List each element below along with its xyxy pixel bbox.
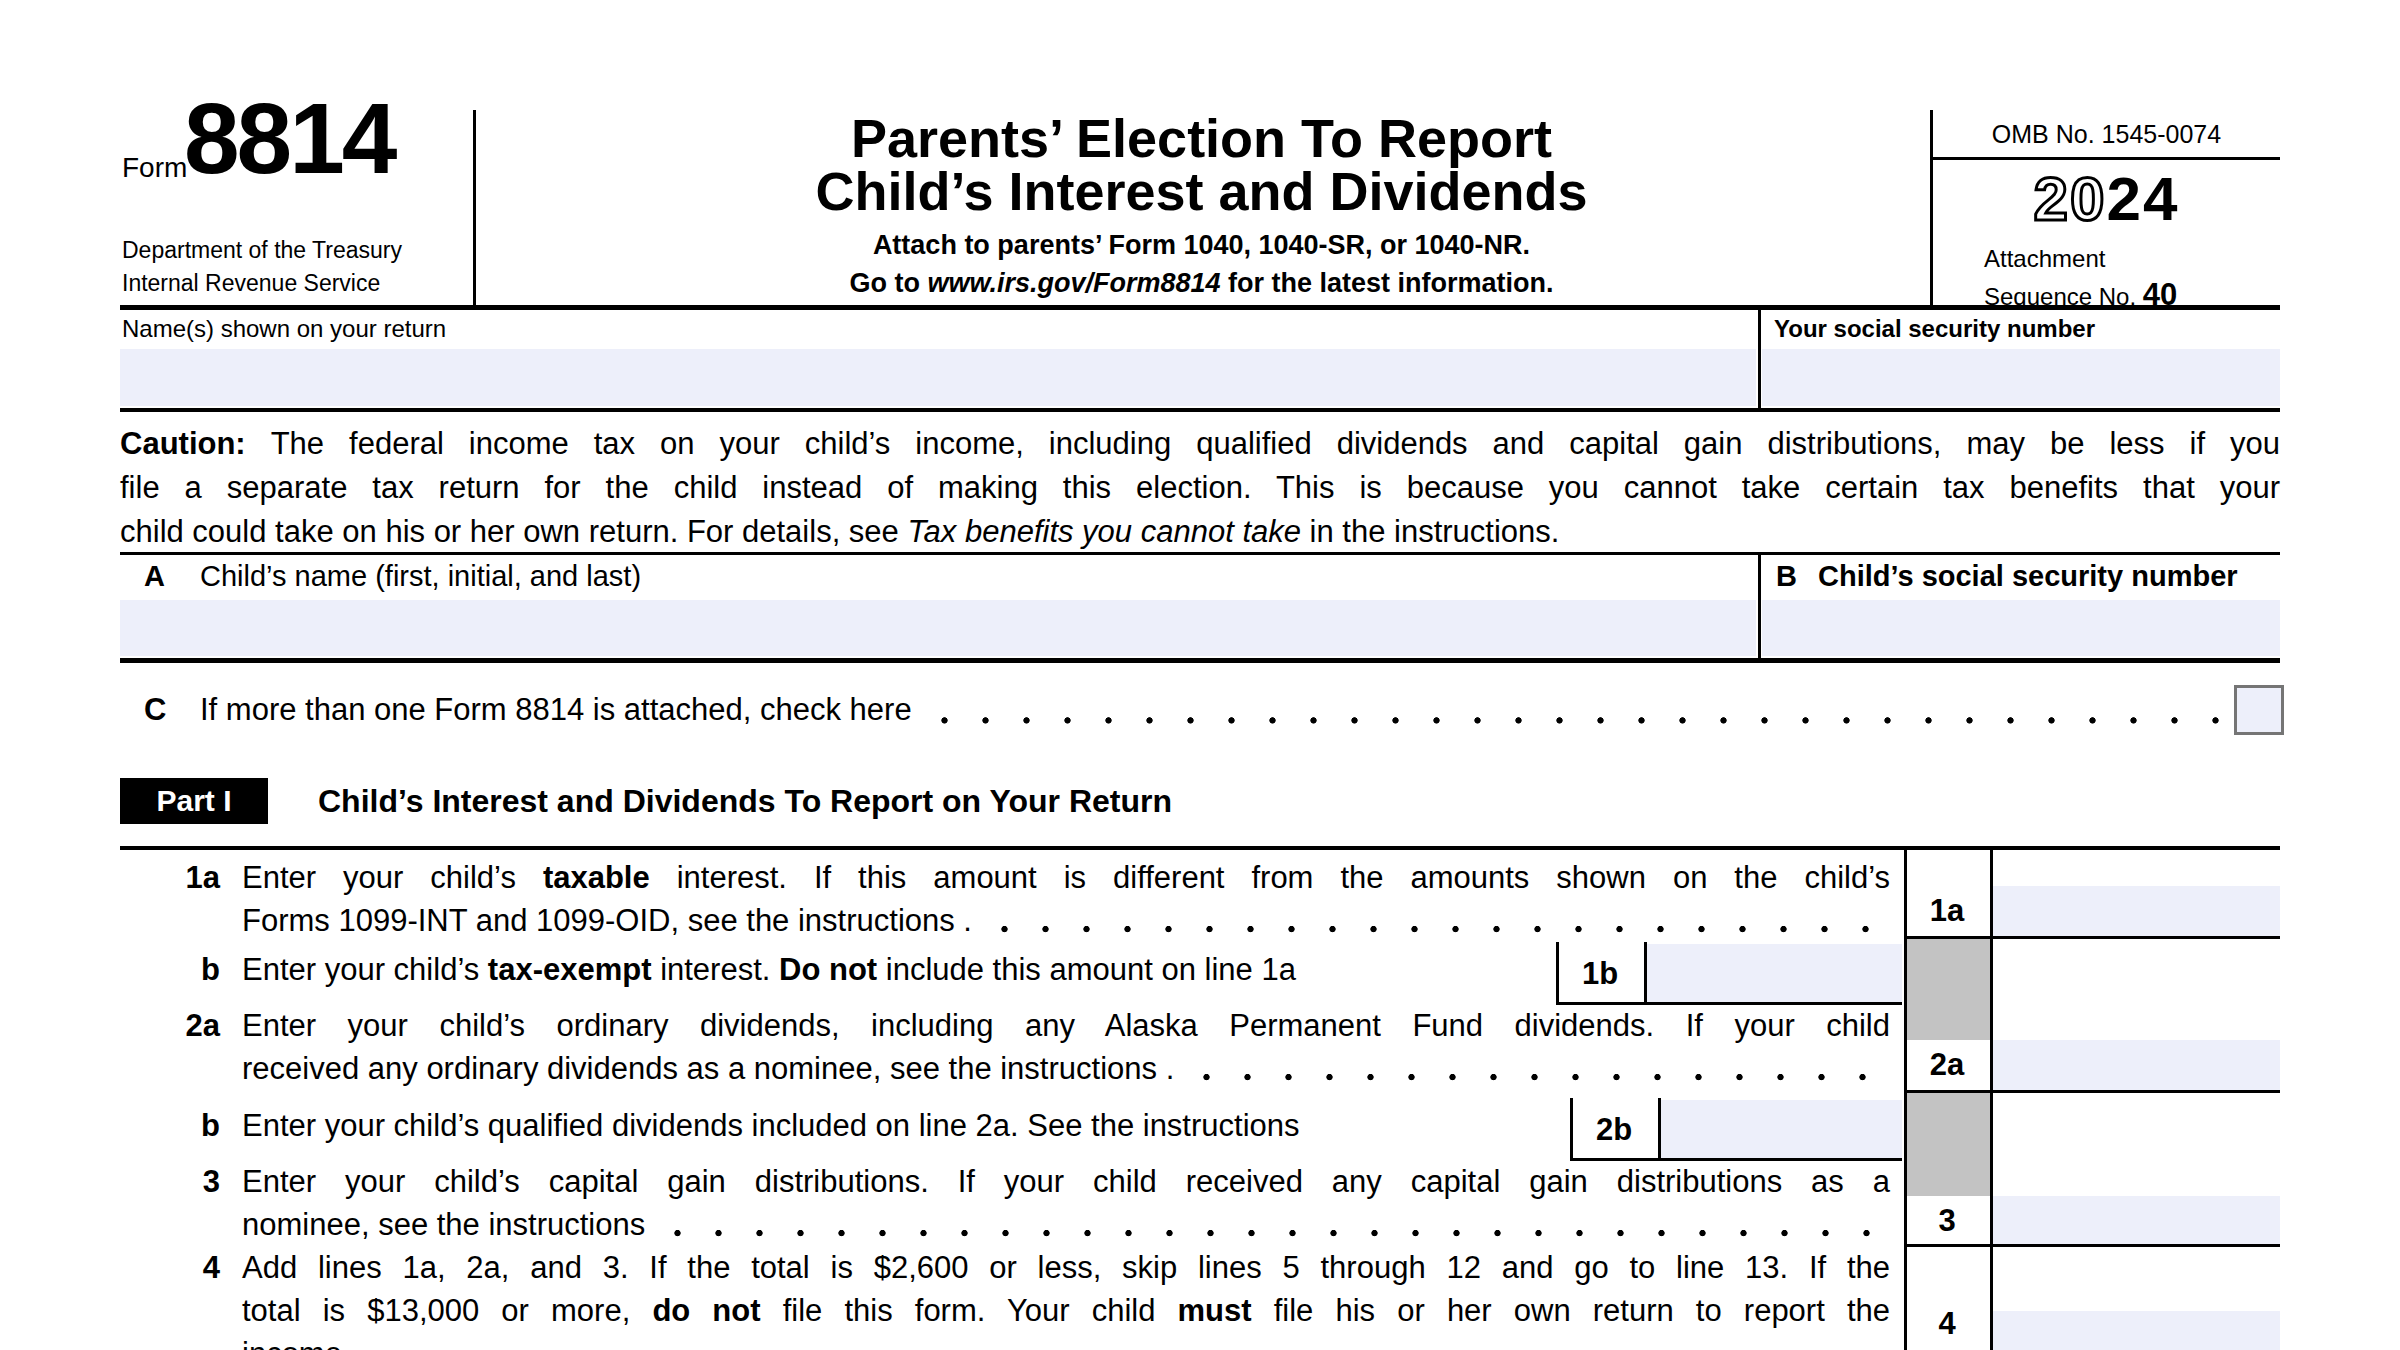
line-1a-text-line-2: Forms 1099-INT and 1099-OID, see the ins… bbox=[242, 899, 1890, 942]
row-c-dot-leader bbox=[924, 684, 2220, 736]
line-2a-text-line-1: Enter your child’s ordinary dividends, i… bbox=[242, 1004, 1890, 1047]
line-3-number: 3 bbox=[120, 1160, 220, 1203]
line-4-text-line-1: Add lines 1a, 2a, and 3. If the total is… bbox=[242, 1246, 1890, 1289]
caution-line-3: child could take on his or her own retur… bbox=[120, 510, 2280, 554]
row-c: C If more than one Form 8814 is attached… bbox=[120, 684, 2284, 736]
line-3-amount-input[interactable] bbox=[1993, 1196, 2280, 1246]
line-2a-dot-leader bbox=[1186, 1047, 1890, 1090]
part1-badge: Part I bbox=[120, 778, 268, 824]
form-word-label: Form bbox=[122, 152, 187, 184]
ssn-input[interactable] bbox=[1762, 349, 2280, 406]
amount-row-rule-3 bbox=[1904, 1244, 2280, 1247]
line-3-dot-leader bbox=[657, 1203, 1890, 1246]
line-1a-text-line-1: Enter your child’s taxable interest. If … bbox=[242, 856, 1890, 899]
name-label: Name(s) shown on your return bbox=[122, 315, 446, 343]
line-4-text-line-2: total is $13,000 or more, do not file th… bbox=[242, 1289, 1890, 1332]
line-1a-number: 1a bbox=[120, 856, 220, 899]
row-b-label: Child’s social security number bbox=[1818, 560, 2238, 593]
ssn-label: Your social security number bbox=[1774, 315, 2095, 343]
omb-number: OMB No. 1545-0074 bbox=[1933, 120, 2280, 149]
line-3-right-label: 3 bbox=[1904, 1196, 1990, 1246]
row-ab-top-rule bbox=[120, 552, 2280, 555]
row-c-label: If more than one Form 8814 is attached, … bbox=[200, 692, 912, 728]
part1-title-rule bbox=[120, 846, 2280, 850]
tax-year-bold: 24 bbox=[2107, 164, 2180, 233]
part1-title: Child’s Interest and Dividends To Report… bbox=[318, 778, 1172, 824]
attachment-label: Attachment bbox=[1984, 245, 2105, 273]
line-3-text-line-1: Enter your child’s capital gain distribu… bbox=[242, 1160, 1890, 1203]
line-2a-number: 2a bbox=[120, 1004, 220, 1047]
line-2a-amount-input[interactable] bbox=[1993, 1040, 2280, 1090]
child-ssn-input[interactable] bbox=[1762, 600, 2280, 656]
form-title-line-1: Parents’ Election To Report bbox=[473, 112, 1930, 165]
row-a-label: Child’s name (first, initial, and last) bbox=[200, 560, 641, 593]
attach-instruction: Attach to parents’ Form 1040, 1040-SR, o… bbox=[473, 230, 1930, 261]
multiple-forms-checkbox[interactable] bbox=[2234, 685, 2284, 735]
line-4-text-line-3: income bbox=[242, 1332, 1890, 1350]
caution-line-1: Caution: The federal income tax on your … bbox=[120, 422, 2280, 466]
name-row-bottom-rule bbox=[120, 408, 2280, 412]
row-ab-bottom-rule bbox=[120, 658, 2280, 663]
form-number: 8814 bbox=[184, 88, 394, 188]
row-b-letter: B bbox=[1776, 560, 1797, 593]
tax-year: 2024 bbox=[1933, 166, 2280, 232]
line-4-amount-input[interactable] bbox=[1993, 1311, 2280, 1350]
line-3-text-line-2: nominee, see the instructions bbox=[242, 1203, 1890, 1246]
name-ssn-divider bbox=[1758, 310, 1761, 409]
row-c-letter: C bbox=[120, 692, 200, 728]
agency-line-2: Internal Revenue Service bbox=[122, 267, 402, 300]
line-2a-text: Enter your child’s ordinary dividends, i… bbox=[242, 1004, 1890, 1090]
agency-block: Department of the Treasury Internal Reve… bbox=[122, 234, 402, 300]
form-title: Parents’ Election To Report Child’s Inte… bbox=[473, 112, 1930, 218]
name-input[interactable] bbox=[120, 349, 1756, 406]
row-a-letter: A bbox=[144, 560, 165, 593]
line-2b-amount-input[interactable] bbox=[1661, 1100, 1902, 1158]
line-4-right-label: 4 bbox=[1904, 1302, 1990, 1346]
line-2b-shaded-cell bbox=[1907, 1093, 1990, 1196]
line-4-text: Add lines 1a, 2a, and 3. If the total is… bbox=[242, 1246, 1890, 1350]
line-2b-number: b bbox=[120, 1104, 220, 1147]
line-2a-right-label: 2a bbox=[1904, 1040, 1990, 1090]
line-2a-text-line-2: received any ordinary dividends as a nom… bbox=[242, 1047, 1890, 1090]
form-8814-page: Form 8814 Department of the Treasury Int… bbox=[0, 0, 2400, 1350]
line-1a-right-label: 1a bbox=[1904, 886, 1990, 936]
line-1a-text: Enter your child’s taxable interest. If … bbox=[242, 856, 1890, 942]
omb-underline bbox=[1933, 157, 2280, 160]
agency-line-1: Department of the Treasury bbox=[122, 234, 402, 267]
tax-year-outline: 20 bbox=[2034, 164, 2107, 233]
line-1a-amount-input[interactable] bbox=[1993, 886, 2280, 936]
line-3-text: Enter your child’s capital gain distribu… bbox=[242, 1160, 1890, 1246]
child-name-input[interactable] bbox=[120, 600, 1756, 656]
caution-paragraph: Caution: The federal income tax on your … bbox=[120, 422, 2280, 554]
form-title-line-2: Child’s Interest and Dividends bbox=[473, 165, 1930, 218]
line-1b-amount-input[interactable] bbox=[1647, 944, 1902, 1002]
line-2b-box-label: 2b bbox=[1570, 1108, 1658, 1151]
line-1b-number: b bbox=[120, 948, 220, 991]
line-4-dot-leader bbox=[354, 1332, 1890, 1350]
line-1b-shaded-cell bbox=[1907, 939, 1990, 1040]
header-bottom-rule bbox=[120, 305, 2280, 310]
caution-line-2: file a separate tax return for the child… bbox=[120, 466, 2280, 510]
line-4-number: 4 bbox=[120, 1246, 220, 1289]
line-1b-box-label: 1b bbox=[1556, 952, 1644, 995]
goto-instruction: Go to www.irs.gov/Form8814 for the lates… bbox=[473, 268, 1930, 299]
line-1a-dot-leader bbox=[984, 899, 1890, 942]
row-ab-divider bbox=[1758, 555, 1761, 658]
